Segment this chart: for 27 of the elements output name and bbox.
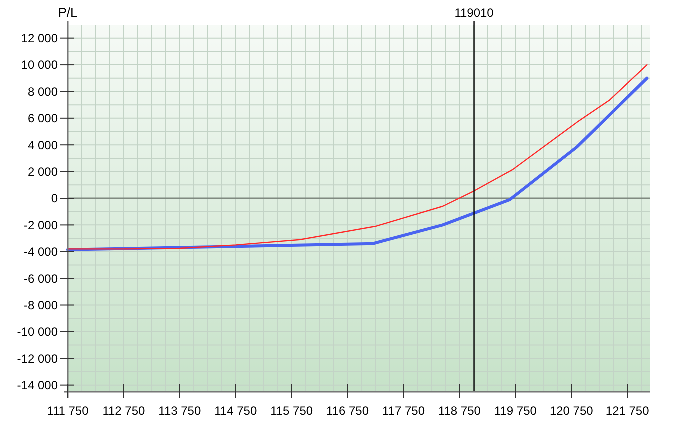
y-tick-label: -6 000: [24, 272, 58, 286]
x-tick-label: 111 750: [47, 404, 90, 418]
x-tick-label: 113 750: [158, 404, 202, 418]
x-tick-label: 116 750: [326, 404, 370, 418]
x-tick-label: 120 750: [550, 404, 594, 418]
ref-line-label: 119010: [454, 6, 494, 20]
y-tick-label: -4 000: [24, 245, 58, 260]
y-tick-label: 6 000: [28, 112, 58, 126]
x-tick-label: 112 750: [102, 404, 146, 418]
y-axis-title: P/L: [58, 5, 78, 20]
y-tick-label: -10 000: [17, 325, 58, 340]
x-tick-label: 114 750: [214, 404, 258, 418]
x-tick-label: 121 750: [606, 404, 650, 418]
y-tick-label: 0: [51, 192, 58, 206]
x-tick-label: 117 750: [382, 404, 426, 418]
x-tick-label: 115 750: [270, 404, 314, 418]
y-tick-label: -2 000: [24, 218, 58, 232]
y-tick-label: 4 000: [28, 138, 58, 152]
x-tick-label: 118 750: [438, 404, 482, 418]
y-tick-label: 2 000: [28, 165, 58, 179]
y-tick-label: 8 000: [28, 84, 58, 99]
x-tick-label: 119 750: [494, 404, 538, 418]
y-tick-label: -12 000: [17, 352, 58, 366]
y-tick-label: 10 000: [21, 58, 58, 72]
y-tick-label: -14 000: [17, 378, 58, 393]
y-tick-label: 12 000: [21, 32, 58, 46]
y-tick-label: -8 000: [24, 298, 58, 312]
